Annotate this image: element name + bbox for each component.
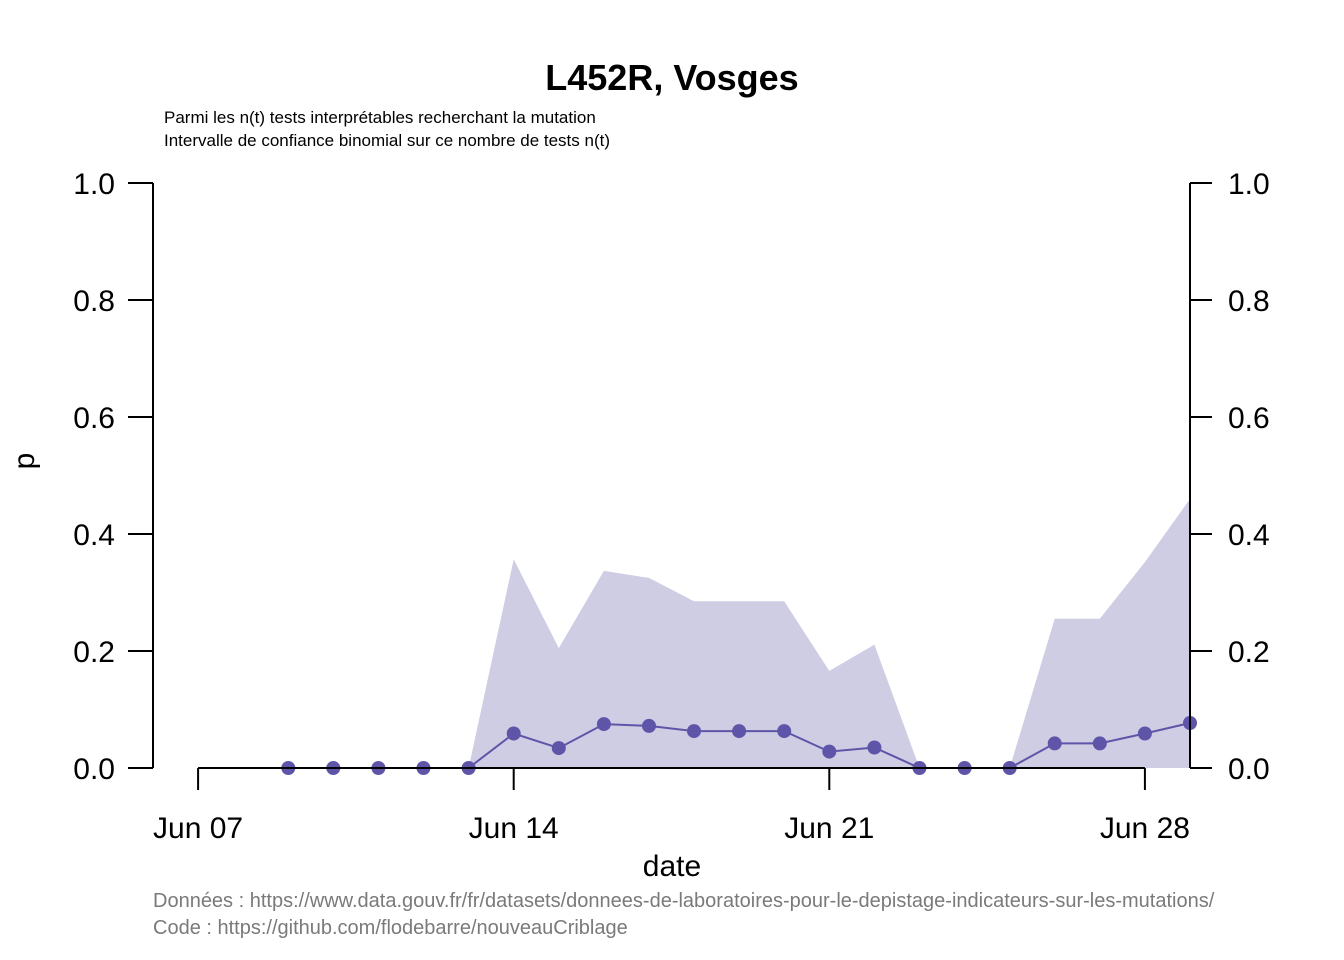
y-tick-label-right: 1.0 <box>1228 168 1270 201</box>
data-point <box>687 724 701 739</box>
y-tick-label-right: 0.6 <box>1228 402 1270 435</box>
code-source-caption: Code : https://github.com/flodebarre/nou… <box>153 917 628 939</box>
x-tick-label: Jun 07 <box>153 812 243 845</box>
y-tick-label-right: 0.2 <box>1228 636 1270 669</box>
y-tick-label-left: 0.6 <box>73 402 115 435</box>
y-tick-label-right: 0.4 <box>1228 519 1270 552</box>
y-ticks-left: 0.0 0.2 0.4 0.6 0.8 1.0 <box>73 168 153 786</box>
y-tick-label-left: 0.4 <box>73 519 115 552</box>
data-point <box>732 724 747 739</box>
data-point <box>777 724 792 739</box>
x-tick-label: Jun 28 <box>1100 812 1190 845</box>
confidence-interval-band <box>288 498 1190 768</box>
axes: 0.0 0.2 0.4 0.6 0.8 1.0 0.0 0.2 0.4 0.6 0.8 1.0 Ju… <box>73 168 1269 845</box>
data-point <box>642 718 656 733</box>
chart-subtitle-line-1: Parmi les n(t) tests interprétables rech… <box>164 108 596 127</box>
data-point <box>551 741 566 756</box>
data-source-caption: Données : https://www.data.gouv.fr/fr/da… <box>153 890 1215 912</box>
x-axis-label: date <box>643 850 701 883</box>
data-point <box>822 744 837 759</box>
data-point <box>1092 736 1107 751</box>
data-point <box>1047 736 1062 751</box>
data-point <box>506 726 521 741</box>
y-ticks-right: 0.0 0.2 0.4 0.6 0.8 1.0 <box>1190 168 1270 786</box>
x-tick-label: Jun 21 <box>784 812 874 845</box>
y-tick-label-left: 1.0 <box>73 168 115 201</box>
x-ticks: Jun 07 Jun 14 Jun 21 Jun 28 <box>153 768 1190 845</box>
data-point <box>867 740 882 755</box>
y-tick-label-right: 0.0 <box>1228 753 1270 786</box>
y-tick-label-left: 0.0 <box>73 753 115 786</box>
chart-title: L452R, Vosges <box>545 57 798 98</box>
y-tick-label-right: 0.8 <box>1228 285 1270 318</box>
chart-subtitle-line-2: Intervalle de confiance binomial sur ce … <box>164 131 610 150</box>
y-tick-label-left: 0.2 <box>73 636 115 669</box>
confidence-band-layer <box>288 498 1190 768</box>
y-axis-label: p <box>8 453 41 470</box>
x-tick-label: Jun 14 <box>469 812 559 845</box>
data-point <box>1137 726 1152 741</box>
data-point <box>596 717 611 732</box>
y-tick-label-left: 0.8 <box>73 285 115 318</box>
